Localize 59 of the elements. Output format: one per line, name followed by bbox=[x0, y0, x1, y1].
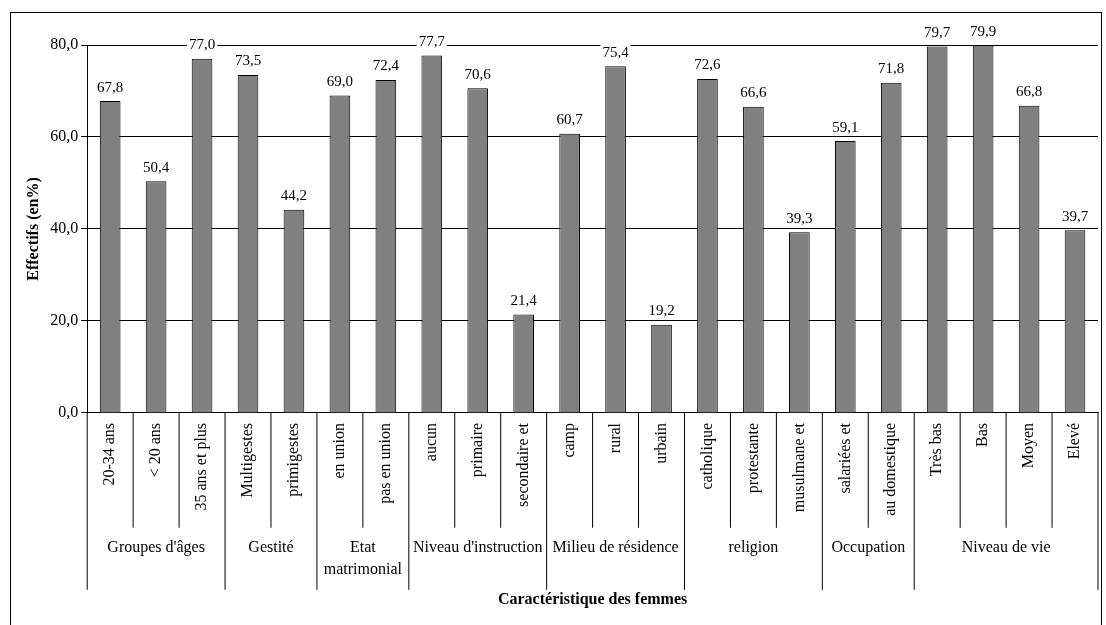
data-label: 71,8 bbox=[878, 60, 905, 77]
y-tick-label: 0,0 bbox=[58, 403, 79, 421]
data-label: 72,4 bbox=[372, 57, 400, 74]
x-tick-label: rural bbox=[605, 422, 623, 454]
data-label: 19,2 bbox=[648, 302, 675, 319]
y-tick-label: 60,0 bbox=[50, 127, 79, 145]
x-tick-label: pas en union bbox=[376, 422, 395, 504]
data-label: 70,6 bbox=[464, 65, 492, 82]
data-label: 77,0 bbox=[188, 36, 216, 53]
data-label: 67,8 bbox=[97, 78, 124, 95]
data-label: 77,7 bbox=[418, 33, 446, 50]
text: Milieu de résidence bbox=[552, 538, 679, 555]
x-tick-label: musulmane et bbox=[789, 422, 807, 513]
data-label: 21,4 bbox=[510, 291, 538, 308]
data-label: 73,5 bbox=[234, 52, 262, 69]
y-tick-label: 40,0 bbox=[50, 219, 79, 237]
x-tick-label: au domestique bbox=[881, 422, 900, 516]
data-label: 75,4 bbox=[602, 43, 630, 60]
x-tick-label: Moyen bbox=[1019, 422, 1038, 469]
x-tick-label: aucun bbox=[421, 422, 439, 462]
x-tick-label: camp bbox=[559, 422, 578, 458]
data-label: 39,7 bbox=[1061, 207, 1089, 224]
data-label: 60,7 bbox=[556, 111, 584, 128]
x-tick-label: primaire bbox=[467, 422, 486, 478]
text: religion bbox=[728, 538, 779, 556]
data-label: 66,8 bbox=[1015, 83, 1043, 100]
text: Groupes d'âges bbox=[107, 538, 205, 556]
x-tick-label: en union bbox=[330, 422, 348, 479]
data-label: 44,2 bbox=[280, 187, 308, 204]
x-tick-label: secondaire et bbox=[513, 422, 531, 507]
data-label: 59,1 bbox=[832, 118, 859, 135]
x-tick-label: 20-34 ans bbox=[100, 422, 118, 486]
data-label: 79,9 bbox=[970, 22, 997, 39]
x-tick-label: Elevé bbox=[1065, 422, 1083, 460]
x-tick-label: urbain bbox=[651, 422, 669, 464]
text: Occupation bbox=[831, 538, 906, 556]
text: Gestité bbox=[248, 538, 294, 555]
x-tick-label: < 20 ans bbox=[146, 422, 164, 478]
text: Niveau de vie bbox=[961, 538, 1051, 555]
x-tick-label: catholique bbox=[697, 422, 716, 490]
x-tick-label: salariées et bbox=[835, 422, 853, 494]
text: Etat matrimonial bbox=[323, 538, 403, 577]
y-tick-label: 20,0 bbox=[50, 311, 79, 329]
data-label: 66,6 bbox=[740, 84, 768, 101]
y-tick-label: 80,0 bbox=[50, 35, 79, 53]
x-tick-label: Très bas bbox=[927, 422, 945, 477]
y-axis-title: Effectifs (en%) bbox=[23, 177, 42, 281]
x-tick-label: 35 ans et plus bbox=[192, 422, 211, 511]
x-tick-label: primigestes bbox=[284, 422, 303, 497]
x-tick-label: Multigestes bbox=[238, 422, 257, 498]
x-tick-label: Bas bbox=[973, 422, 991, 447]
data-label: 72,6 bbox=[694, 56, 722, 73]
data-label: 79,7 bbox=[924, 23, 951, 40]
data-label: 50,4 bbox=[142, 158, 170, 175]
data-label: 39,3 bbox=[786, 209, 813, 226]
text: Niveau d'instruction bbox=[412, 538, 543, 555]
data-label: 69,0 bbox=[326, 73, 354, 90]
x-axis-title: Caractéristique des femmes bbox=[497, 589, 688, 608]
x-tick-label: protestante bbox=[743, 422, 762, 494]
